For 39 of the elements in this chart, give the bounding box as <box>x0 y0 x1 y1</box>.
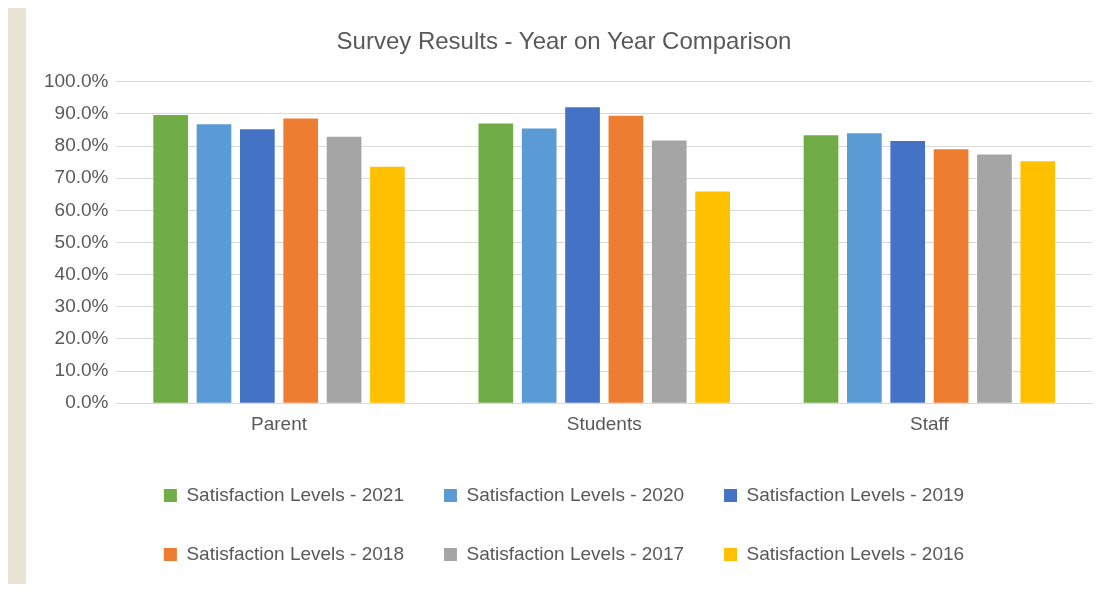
y-tick-label: 0.0% <box>65 391 109 413</box>
y-tick-label: 40.0% <box>54 262 109 284</box>
legend-label: Satisfaction Levels - 2017 <box>466 542 685 564</box>
legend-label: Satisfaction Levels - 2018 <box>186 542 404 564</box>
bar <box>370 166 405 403</box>
bar <box>933 149 969 403</box>
bar <box>478 123 514 403</box>
x-tick-label: Staff <box>910 412 950 434</box>
y-tick-label: 20.0% <box>54 327 109 349</box>
legend-label: Satisfaction Levels - 2016 <box>746 542 965 564</box>
bar <box>608 115 644 403</box>
bar <box>196 124 232 403</box>
bar <box>977 154 1012 403</box>
bar <box>890 140 926 403</box>
y-tick-label: 90.0% <box>54 102 109 124</box>
bar <box>847 133 882 403</box>
bar <box>651 140 687 403</box>
bar <box>153 114 188 403</box>
bar <box>1020 161 1056 403</box>
y-tick-label: 70.0% <box>54 166 109 188</box>
y-tick-label: 80.0% <box>54 134 109 156</box>
chart-title: Survey Results - Year on Year Comparison <box>336 27 792 55</box>
legend-label: Satisfaction Levels - 2019 <box>746 483 965 505</box>
bar <box>803 135 839 403</box>
y-tick-label: 100.0% <box>43 70 109 92</box>
bar <box>240 129 275 403</box>
legend-label: Satisfaction Levels - 2020 <box>466 483 685 505</box>
bar <box>326 136 362 403</box>
x-tick-label: Parent <box>251 412 308 434</box>
y-tick-label: 10.0% <box>54 359 109 381</box>
y-tick-label: 30.0% <box>54 295 109 317</box>
y-tick-label: 50.0% <box>54 230 109 252</box>
bar <box>565 107 600 403</box>
x-tick-label: Students <box>566 412 642 434</box>
bar <box>521 128 557 403</box>
bar <box>695 191 730 403</box>
legend-label: Satisfaction Levels - 2021 <box>186 483 404 505</box>
bar <box>283 118 319 403</box>
y-tick-label: 60.0% <box>54 198 109 220</box>
